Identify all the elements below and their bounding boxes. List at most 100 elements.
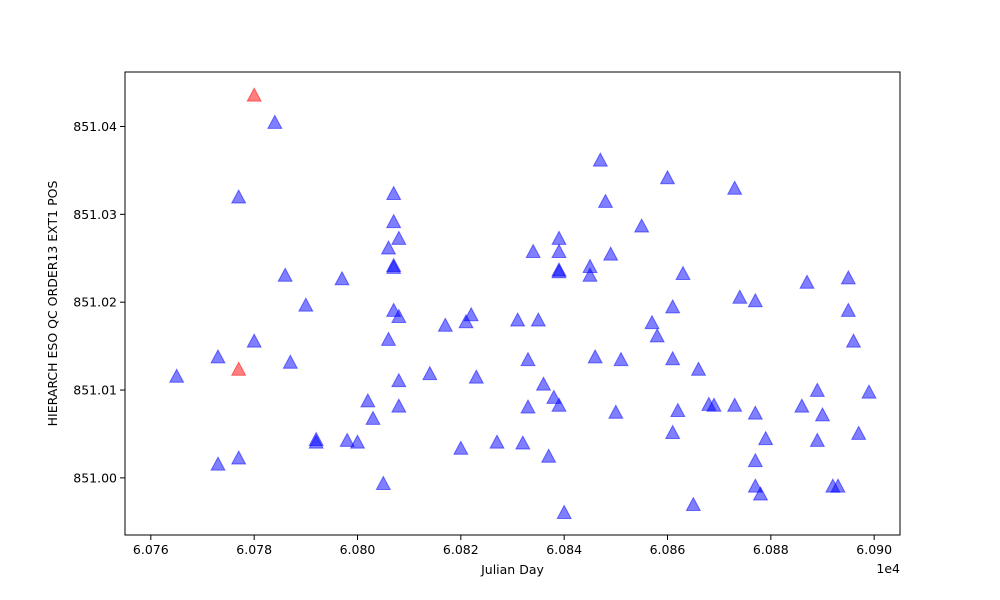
- data-point: [380, 240, 397, 255]
- data-point: [582, 258, 598, 273]
- y-tick-label: 851.03: [73, 207, 117, 222]
- data-point: [463, 306, 479, 322]
- data-point: [365, 410, 381, 425]
- y-axis-label: HIERARCH ESO QC ORDER13 EXT1 POS: [45, 181, 60, 427]
- data-point: [308, 434, 324, 449]
- data-point: [752, 486, 769, 501]
- x-tick-label: 6.076: [133, 542, 169, 557]
- data-point: [608, 404, 624, 419]
- data-point: [732, 289, 748, 304]
- data-points: [168, 87, 877, 519]
- y-tick-label: 851.00: [73, 470, 117, 485]
- x-tick-label: 6.082: [443, 542, 479, 557]
- data-point: [809, 432, 826, 447]
- data-point: [525, 243, 541, 258]
- y-tick-label: 851.04: [73, 119, 117, 134]
- data-point: [277, 267, 293, 282]
- data-point: [282, 354, 299, 369]
- data-point: [592, 152, 609, 167]
- x-tick-label: 6.084: [546, 542, 582, 557]
- data-point: [602, 246, 619, 261]
- data-point: [840, 269, 857, 285]
- data-point: [380, 331, 397, 346]
- data-point: [690, 361, 707, 376]
- data-point: [747, 292, 764, 308]
- data-point: [551, 230, 567, 245]
- data-point: [437, 317, 454, 332]
- x-tick-label: 6.078: [236, 542, 272, 557]
- data-point: [422, 365, 438, 381]
- data-point: [799, 274, 815, 289]
- data-point: [840, 302, 857, 317]
- data-point: [349, 434, 366, 449]
- data-point: [391, 308, 407, 324]
- data-point: [546, 389, 562, 404]
- data-point: [613, 351, 629, 367]
- data-point: [540, 448, 557, 463]
- data-point: [210, 348, 226, 364]
- data-point: [747, 478, 764, 493]
- data-point: [551, 397, 567, 412]
- data-point: [706, 397, 722, 412]
- data-point: [210, 456, 226, 471]
- plot-frame: [124, 71, 901, 536]
- data-point: [747, 405, 764, 420]
- data-point: [726, 397, 743, 412]
- data-point: [664, 424, 681, 439]
- data-point: [845, 333, 862, 348]
- data-point: [468, 369, 485, 384]
- data-point: [458, 313, 474, 329]
- data-point: [267, 114, 283, 129]
- data-point: [582, 267, 598, 282]
- x-tick-label: 6.080: [340, 542, 376, 557]
- data-point: [535, 376, 552, 391]
- data-point: [339, 432, 355, 447]
- data-point: [757, 430, 774, 446]
- data-point: [520, 399, 536, 414]
- outlier-point: [230, 361, 247, 376]
- data-point: [230, 450, 247, 465]
- data-point: [726, 180, 743, 195]
- data-point: [587, 348, 603, 364]
- data-point: [489, 434, 505, 449]
- data-point: [814, 406, 831, 422]
- data-point: [230, 189, 247, 204]
- data-point: [385, 213, 402, 229]
- y-tick-label: 851.02: [73, 295, 117, 310]
- data-point: [861, 384, 877, 399]
- data-point: [375, 475, 392, 490]
- data-point: [298, 297, 314, 312]
- data-point: [246, 333, 262, 348]
- data-point: [385, 185, 402, 201]
- y-axis: 851.00 851.01 851.02 851.03 851.04: [73, 119, 125, 485]
- x-tick-label: 6.090: [856, 542, 892, 557]
- data-point: [360, 392, 376, 408]
- data-point: [675, 265, 691, 280]
- data-point: [633, 218, 650, 233]
- data-point: [830, 478, 846, 493]
- data-point: [747, 452, 764, 468]
- data-point: [809, 382, 826, 397]
- data-point: [530, 312, 547, 327]
- y-tick-label: 851.01: [73, 383, 117, 398]
- data-point: [664, 350, 681, 366]
- outlier-point: [246, 87, 262, 102]
- x-axis: 6.076 6.078 6.080 6.082 6.084 6.086 6.088 6.090: [133, 535, 892, 557]
- data-point: [685, 496, 702, 512]
- data-point: [850, 425, 867, 440]
- data-point: [520, 351, 536, 367]
- data-point: [649, 327, 665, 343]
- x-tick-label: 6.088: [753, 542, 789, 557]
- data-point: [391, 372, 407, 388]
- x-tick-label: 6.086: [650, 542, 686, 557]
- x-axis-offset-label: 1e4: [876, 561, 900, 576]
- data-point: [551, 263, 567, 279]
- data-point: [515, 435, 531, 450]
- data-point: [670, 402, 686, 418]
- data-point: [391, 398, 407, 413]
- data-point: [794, 398, 810, 413]
- x-axis-label: Julian Day: [480, 562, 544, 577]
- data-point: [551, 243, 567, 258]
- data-point: [391, 230, 407, 245]
